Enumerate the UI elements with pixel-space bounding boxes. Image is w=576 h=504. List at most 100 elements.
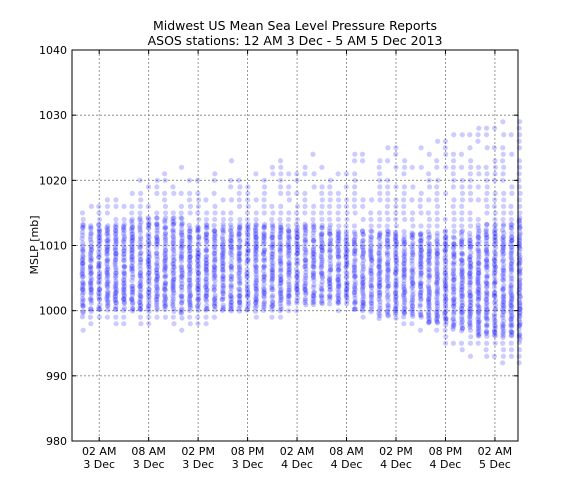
- data-point: [302, 221, 308, 227]
- data-point: [401, 190, 407, 196]
- data-point: [269, 307, 275, 313]
- y-tick-label: 1010: [39, 240, 67, 253]
- y-tick-label: 1000: [39, 305, 67, 318]
- data-point: [219, 260, 226, 266]
- data-point: [236, 298, 243, 305]
- data-point: [146, 321, 152, 327]
- data-point: [319, 225, 325, 231]
- data-point: [351, 197, 357, 203]
- data-point: [195, 290, 201, 296]
- data-point: [278, 226, 284, 233]
- data-point: [450, 151, 457, 157]
- data-point: [96, 314, 102, 320]
- data-point: [137, 234, 144, 240]
- data-point: [88, 283, 94, 289]
- data-point: [105, 299, 111, 306]
- data-point: [359, 228, 366, 234]
- data-point: [137, 314, 144, 320]
- data-point: [294, 258, 301, 264]
- data-point: [318, 264, 325, 270]
- data-point: [270, 264, 276, 270]
- data-point: [417, 238, 424, 244]
- data-point: [426, 241, 433, 247]
- data-point: [426, 286, 432, 293]
- data-point: [171, 308, 177, 315]
- data-point: [343, 184, 349, 190]
- data-point: [385, 264, 391, 270]
- data-point: [154, 250, 160, 256]
- data-point: [179, 274, 185, 281]
- data-point: [137, 272, 143, 279]
- data-point: [434, 254, 440, 260]
- data-point: [220, 230, 226, 236]
- data-point: [146, 221, 152, 227]
- data-point: [336, 262, 342, 268]
- data-point: [285, 249, 291, 255]
- data-point: [360, 299, 367, 306]
- data-point: [302, 238, 308, 244]
- data-point: [418, 270, 424, 276]
- data-point: [443, 252, 449, 258]
- data-point: [245, 292, 251, 298]
- data-point: [401, 164, 408, 170]
- data-point: [269, 269, 275, 275]
- data-point: [87, 267, 93, 273]
- data-point: [442, 340, 449, 346]
- data-point: [121, 224, 127, 231]
- data-point: [129, 243, 135, 249]
- data-point: [278, 242, 284, 248]
- data-point: [146, 231, 152, 237]
- data-point: [483, 347, 489, 353]
- data-point: [278, 267, 284, 273]
- data-point: [369, 257, 375, 263]
- data-point: [145, 258, 152, 265]
- data-point: [376, 289, 382, 295]
- data-point: [491, 125, 498, 131]
- data-point: [261, 246, 267, 252]
- data-point: [434, 184, 440, 190]
- data-point: [368, 256, 374, 262]
- data-point: [294, 216, 300, 223]
- data-point: [293, 210, 300, 216]
- data-point: [113, 270, 119, 276]
- data-point: [138, 190, 144, 196]
- data-point: [417, 303, 423, 309]
- data-point: [113, 224, 119, 231]
- data-point: [228, 292, 234, 299]
- data-point: [80, 254, 86, 260]
- data-point: [228, 302, 234, 308]
- data-point: [163, 240, 169, 246]
- data-point: [418, 249, 424, 255]
- data-point: [195, 270, 201, 276]
- data-point: [244, 210, 251, 216]
- data-point: [170, 261, 176, 267]
- data-point: [418, 145, 424, 151]
- data-point: [360, 261, 366, 267]
- data-point: [409, 307, 416, 313]
- data-point: [385, 283, 391, 289]
- data-point: [278, 210, 284, 216]
- data-point: [285, 234, 292, 240]
- data-point: [121, 248, 127, 254]
- data-point: [112, 256, 119, 263]
- data-point: [129, 228, 135, 234]
- data-point: [311, 184, 317, 190]
- data-point: [121, 277, 127, 284]
- data-point: [220, 236, 226, 242]
- data-point: [212, 256, 218, 262]
- data-point: [393, 234, 399, 240]
- data-point: [96, 228, 103, 234]
- data-point: [352, 281, 358, 287]
- data-point: [97, 306, 103, 313]
- data-point: [105, 280, 111, 286]
- data-point: [351, 238, 357, 244]
- data-point: [171, 220, 177, 226]
- data-point: [303, 269, 309, 275]
- data-point: [130, 274, 136, 280]
- data-point: [121, 221, 128, 227]
- data-point: [426, 319, 432, 325]
- data-point: [434, 259, 440, 265]
- data-point: [170, 233, 176, 239]
- data-point: [294, 247, 301, 253]
- data-point: [335, 292, 341, 298]
